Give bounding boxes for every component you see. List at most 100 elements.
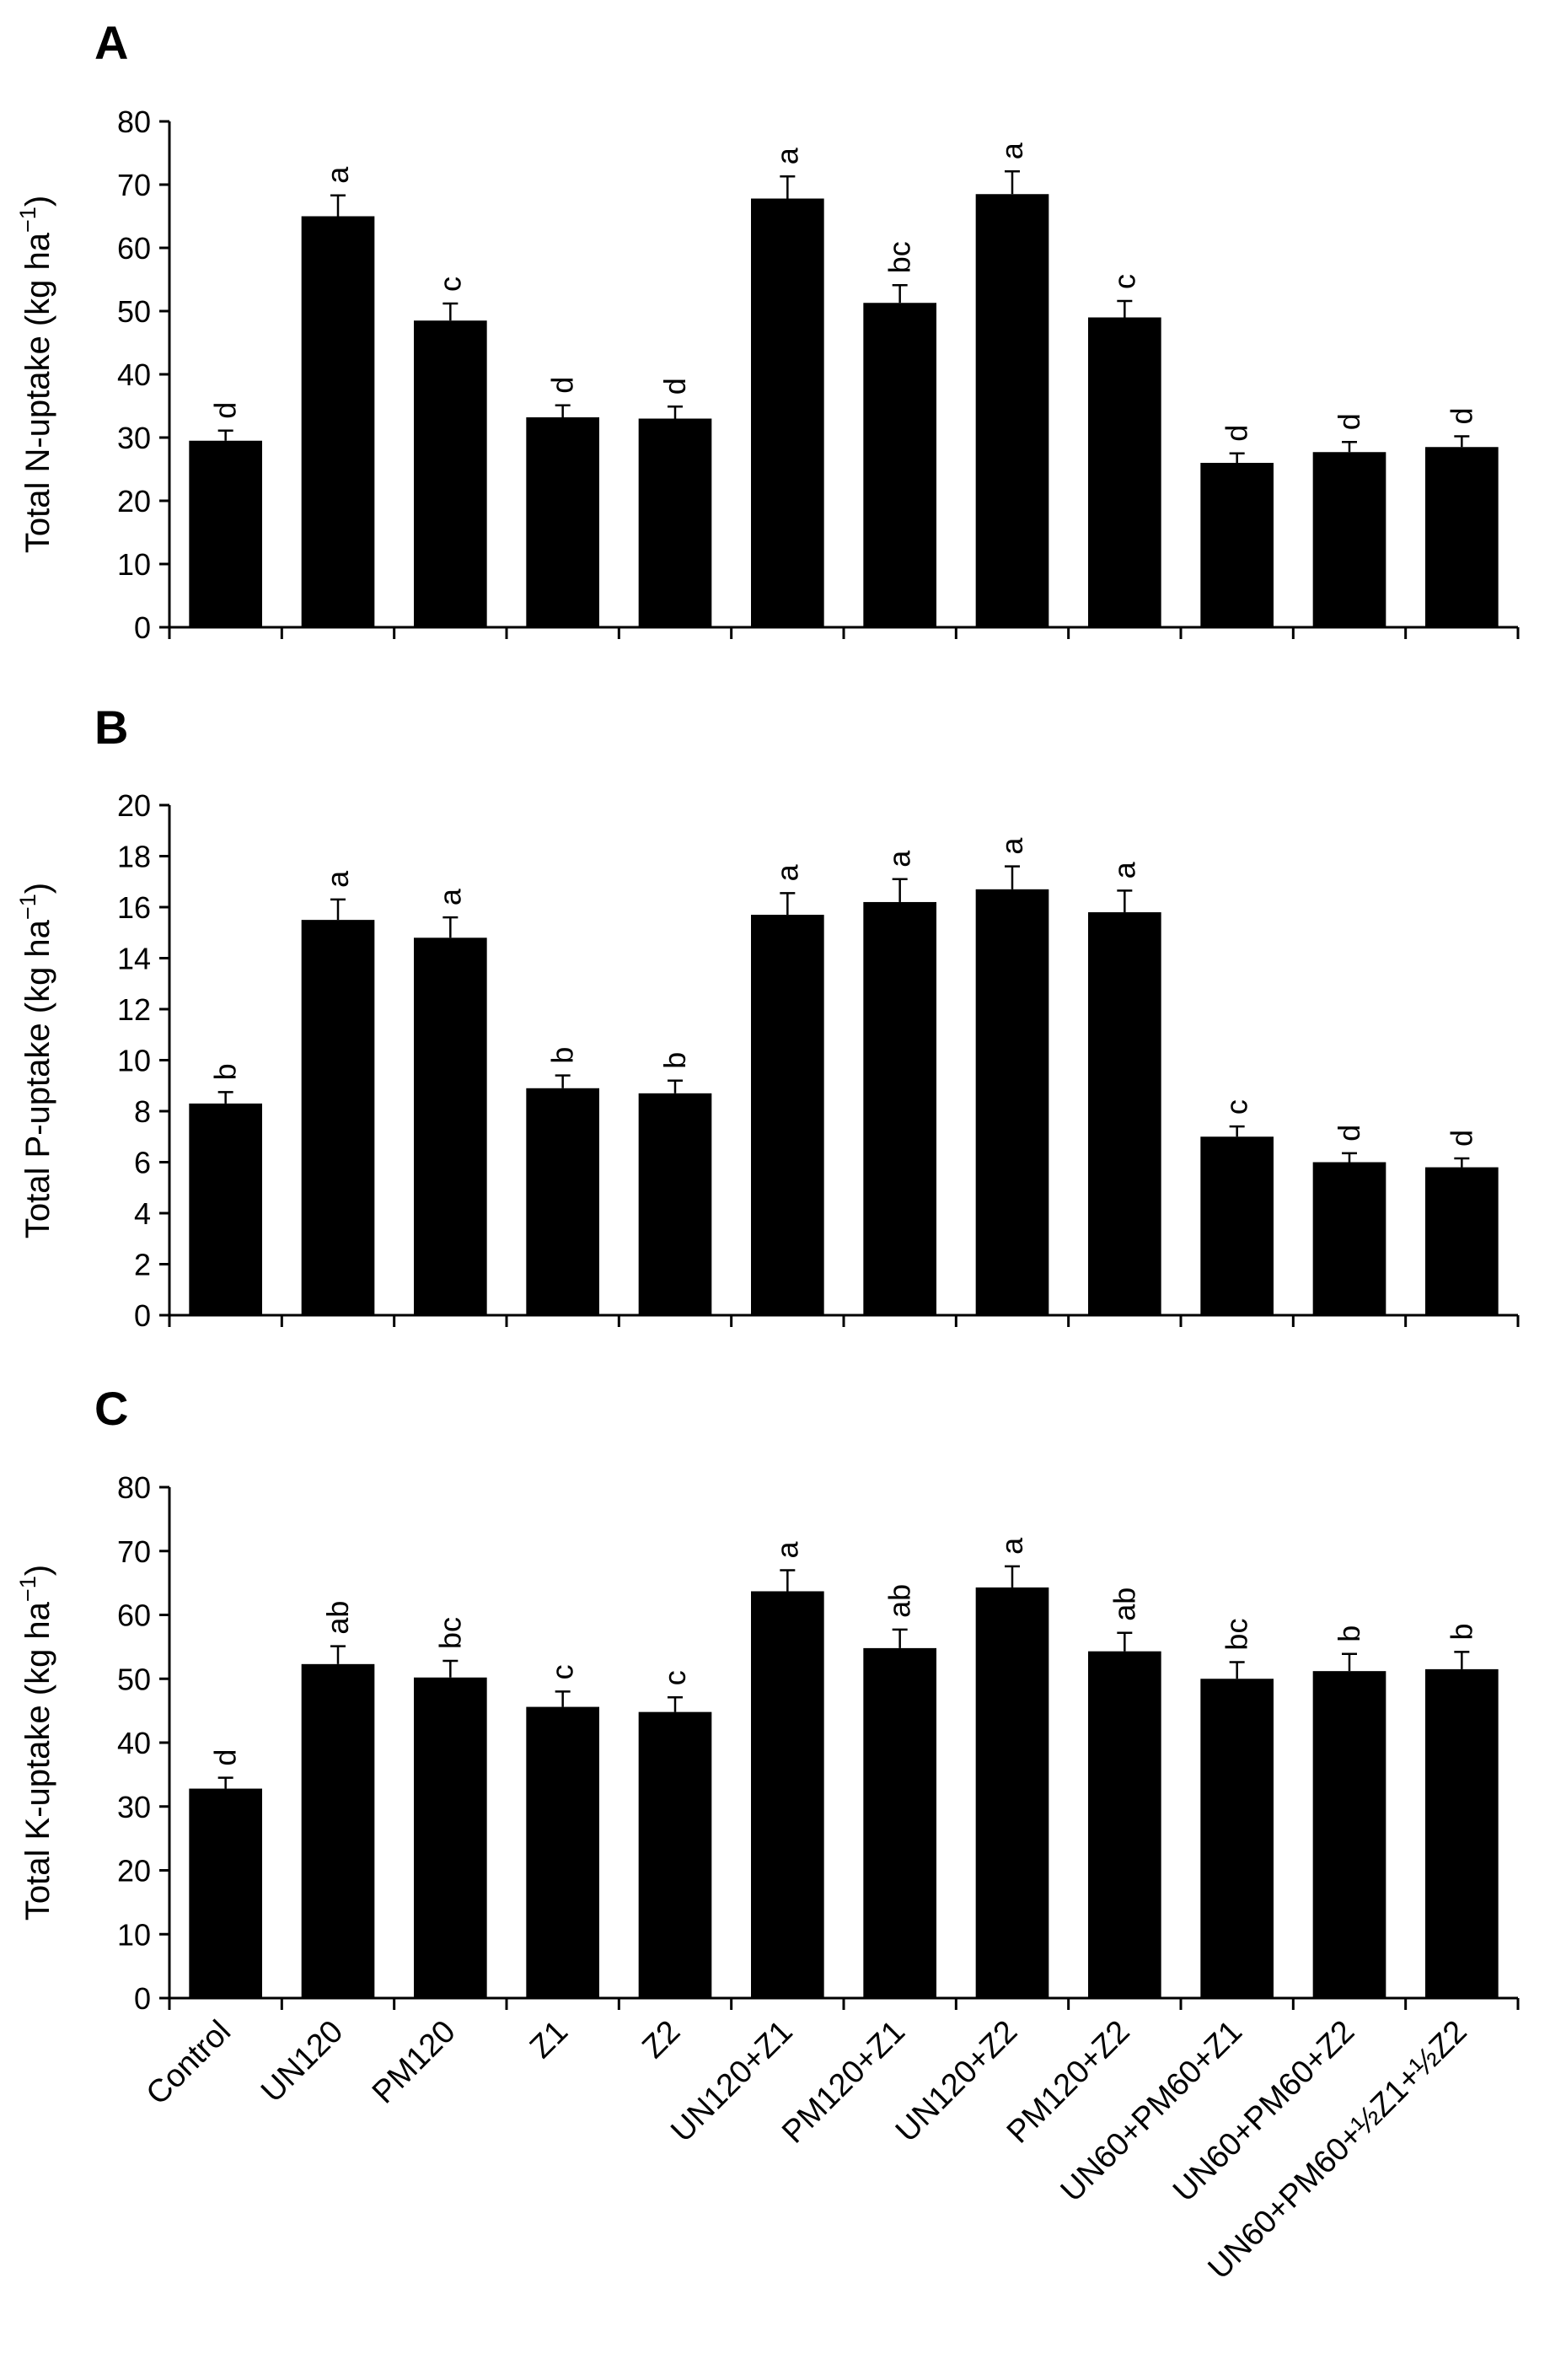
bar-8	[975, 889, 1049, 1315]
y-tick-label: 60	[117, 1598, 151, 1633]
bar-1	[189, 1788, 262, 1998]
significance-label-3: bc	[432, 1617, 467, 1649]
bar-5	[638, 1711, 712, 1998]
significance-label-1: b	[208, 1063, 243, 1080]
bar-12	[1425, 1167, 1499, 1315]
category-label-3: PM120	[366, 2014, 463, 2111]
significance-label-4: c	[545, 1664, 580, 1679]
bar-4	[526, 417, 599, 627]
y-tick-label: 4	[134, 1196, 151, 1231]
bar-10	[1200, 1136, 1274, 1315]
y-axis-label-close: )	[19, 1565, 56, 1576]
y-tick-label: 8	[134, 1094, 151, 1129]
significance-label-5: d	[657, 378, 692, 395]
panel-letter: C	[94, 1382, 128, 1435]
bar-3	[414, 320, 487, 627]
y-axis-label-superscript: −1	[15, 894, 40, 920]
bar-6	[751, 1591, 824, 1998]
y-axis-label: Total P-uptake (kg ha−1)	[15, 883, 56, 1238]
category-label-5: Z2	[636, 2014, 687, 2066]
significance-label-7: a	[882, 850, 917, 868]
bar-7	[863, 901, 936, 1315]
y-tick-label: 16	[117, 890, 151, 925]
y-axis-label: Total N-uptake (kg ha−1)	[15, 196, 56, 553]
significance-label-5: c	[657, 1670, 692, 1685]
bar-2	[301, 216, 375, 627]
y-tick-label: 80	[117, 105, 151, 139]
bar-2	[301, 1663, 375, 1998]
y-tick-label: 0	[134, 1981, 151, 2016]
significance-label-1: d	[208, 1749, 243, 1766]
bar-5	[638, 418, 712, 627]
y-axis-label-text: Total P-uptake (kg ha	[19, 919, 56, 1238]
bar-11	[1312, 1671, 1386, 1998]
y-tick-label: 30	[117, 421, 151, 455]
y-tick-label: 50	[117, 294, 151, 329]
y-axis-label: Total K-uptake (kg ha−1)	[15, 1565, 56, 1921]
bar-6	[751, 915, 824, 1315]
bar-7	[863, 1647, 936, 1998]
panel-letter: B	[94, 701, 128, 754]
bar-9	[1088, 317, 1161, 627]
y-tick-label: 10	[117, 1917, 151, 1952]
y-tick-label: 18	[117, 840, 151, 874]
y-tick-label: 10	[117, 547, 151, 582]
bar-8	[975, 1587, 1049, 1998]
y-axis-label-text: Total K-uptake (kg ha	[19, 1601, 56, 1921]
bar-1	[189, 440, 262, 627]
y-tick-label: 60	[117, 231, 151, 266]
bar-11	[1312, 452, 1386, 627]
significance-label-1: d	[208, 402, 243, 419]
bar-4	[526, 1088, 599, 1315]
y-tick-label: 40	[117, 357, 151, 392]
y-tick-label: 40	[117, 1726, 151, 1760]
bar-3	[414, 937, 487, 1315]
significance-label-2: a	[320, 166, 355, 184]
category-label-1: Control	[140, 2014, 238, 2112]
bar-6	[751, 198, 824, 627]
panel-letter: A	[94, 16, 128, 69]
bar-12	[1425, 1668, 1499, 1998]
y-tick-label: 0	[134, 610, 151, 645]
significance-label-3: c	[432, 277, 467, 292]
bar-10	[1200, 1679, 1274, 1998]
significance-label-2: ab	[320, 1601, 355, 1635]
significance-label-8: a	[995, 837, 1029, 855]
y-tick-label: 30	[117, 1790, 151, 1824]
significance-label-6: a	[770, 1540, 804, 1558]
significance-label-8: a	[995, 142, 1029, 159]
y-tick-label: 0	[134, 1298, 151, 1333]
significance-label-10: d	[1220, 425, 1254, 442]
significance-label-4: d	[545, 377, 580, 394]
y-tick-label: 12	[117, 992, 151, 1027]
y-tick-label: 50	[117, 1662, 151, 1696]
category-label-7: PM120+Z1	[775, 2014, 912, 2151]
bar-10	[1200, 463, 1274, 627]
y-tick-label: 10	[117, 1044, 151, 1078]
y-tick-label: 6	[134, 1146, 151, 1180]
significance-label-6: a	[770, 863, 804, 881]
bar-4	[526, 1706, 599, 1998]
bar-11	[1312, 1162, 1386, 1315]
y-tick-label: 2	[134, 1248, 151, 1282]
significance-label-11: d	[1332, 413, 1366, 430]
category-label-2: UN120	[255, 2014, 350, 2109]
y-tick-label: 70	[117, 168, 151, 202]
y-axis-label-close: )	[19, 196, 56, 207]
significance-label-2: a	[320, 870, 355, 888]
y-tick-label: 80	[117, 1470, 151, 1505]
y-tick-label: 20	[117, 1854, 151, 1888]
y-tick-label: 20	[117, 484, 151, 518]
significance-label-9: c	[1107, 274, 1141, 289]
significance-label-10: c	[1220, 1099, 1254, 1115]
significance-label-10: bc	[1220, 1619, 1254, 1651]
bar-2	[301, 920, 375, 1315]
chart-panel-a: A Total N-uptake (kg ha−1) 0 10 20 30 40 50 60 70…	[15, 16, 1520, 645]
significance-label-11: b	[1332, 1625, 1366, 1642]
chart-panel-b: B Total P-uptake (kg ha−1) 0 2 4 6 8 10 12 14 16 18…	[15, 701, 1520, 1333]
bar-7	[863, 303, 936, 627]
significance-label-8: a	[995, 1537, 1029, 1555]
bar-1	[189, 1103, 262, 1315]
significance-label-7: ab	[882, 1584, 917, 1618]
